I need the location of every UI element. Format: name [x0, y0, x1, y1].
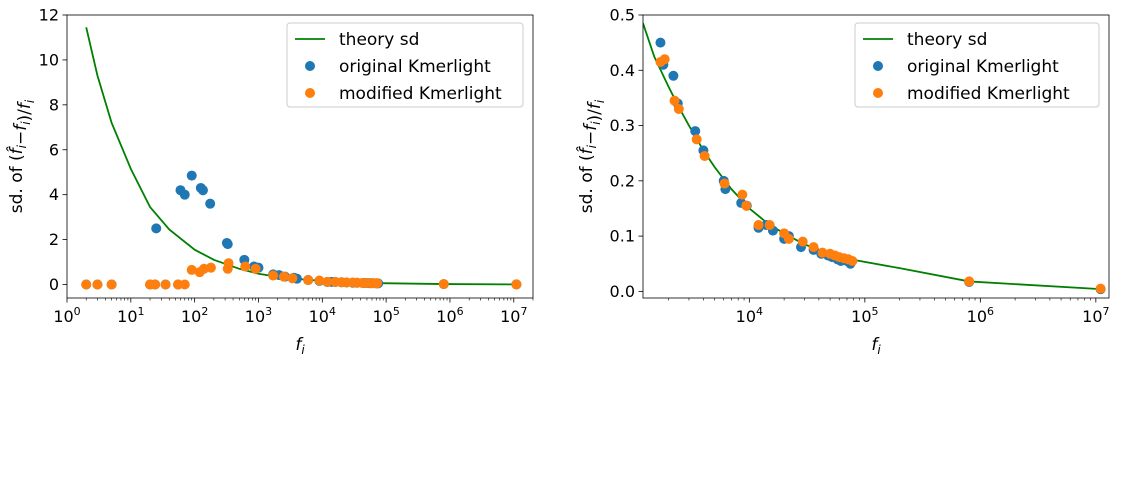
- modified-kmerlight-point: [808, 242, 819, 253]
- modified-kmerlight-point: [287, 273, 298, 284]
- x-tick-label: 106: [967, 305, 994, 326]
- legend-entry-label: original Kmerlight: [339, 57, 491, 77]
- modified-kmerlight-point: [741, 200, 752, 211]
- y-tick-label: 0.5: [610, 6, 635, 25]
- y-tick-label: 2: [49, 230, 59, 249]
- legend-marker-swatch: [873, 88, 883, 98]
- original-kmerlight-point: [186, 170, 197, 181]
- y-tick-label: 0.0: [610, 282, 635, 301]
- modified-kmerlight-point: [511, 279, 522, 290]
- modified-kmerlight-point: [847, 255, 858, 266]
- modified-kmerlight-point: [438, 279, 449, 290]
- left-chart-panel: 100 101 102 103 104 105 106 107 0 2 4 6 8 10 12 theory …: [6, 6, 534, 357]
- x-tick-label: 101: [117, 305, 144, 326]
- y-tick-label: 0.1: [610, 227, 635, 246]
- original-kmerlight-point: [668, 70, 679, 81]
- modified-kmerlight-point: [160, 279, 171, 290]
- x-tick-label: 105: [851, 305, 878, 326]
- y-tick-label: 4: [49, 185, 59, 204]
- original-kmerlight-point: [655, 37, 666, 48]
- modified-kmerlight-point: [250, 263, 261, 274]
- original-kmerlight-point: [205, 198, 216, 209]
- original-kmerlight-point: [197, 185, 208, 196]
- legend-entry-label: theory sd: [907, 30, 987, 50]
- modified-kmerlight-point: [278, 271, 289, 282]
- plot-area: [81, 27, 522, 290]
- modified-kmerlight-point: [150, 279, 161, 290]
- y-tick-label: 10: [39, 50, 59, 69]
- modified-kmerlight-point: [699, 150, 710, 161]
- legend: theory sd original Kmerlight modified Kmer…: [286, 22, 524, 108]
- legend-entry-label: theory sd: [339, 30, 419, 50]
- original-kmerlight-point: [222, 239, 233, 250]
- modified-kmerlight-point: [964, 276, 975, 287]
- modified-kmerlight-point: [817, 247, 828, 258]
- legend-entry-label: modified Kmerlight: [907, 84, 1070, 104]
- modified-kmerlight-point: [268, 270, 279, 281]
- x-tick-label: 107: [1082, 305, 1109, 326]
- modified-kmerlight-point: [303, 275, 314, 286]
- original-kmerlight-point: [179, 189, 190, 200]
- modified-kmerlight-point: [92, 279, 103, 290]
- modified-kmerlight-point: [186, 264, 197, 275]
- legend: theory sd original Kmerlight modified Kmer…: [854, 22, 1100, 108]
- axes-frame: [66, 14, 534, 299]
- original-kmerlight-point: [151, 223, 162, 234]
- modified-kmerlight-point: [669, 95, 680, 106]
- x-tick-label: 102: [181, 305, 208, 326]
- modified-kmerlight-point: [240, 261, 251, 272]
- modified-kmerlight-point: [205, 262, 216, 273]
- modified-kmerlight-point: [719, 178, 730, 189]
- y-axis-label: sd. of (f̂i−fi)/fi: [6, 99, 37, 213]
- modified-kmerlight-point: [737, 189, 748, 200]
- legend-entry-label: original Kmerlight: [907, 57, 1059, 77]
- legend-marker-swatch: [305, 61, 315, 71]
- right-chart-panel: 104 105 106 107 0.0 0.1 0.2 0.3 0.4 0.5 theory sd o…: [576, 6, 1110, 358]
- modified-kmerlight-point: [659, 54, 670, 65]
- x-tick-label: 106: [436, 305, 463, 326]
- y-tick-label: 0: [49, 275, 59, 294]
- modified-kmerlight-point: [753, 220, 764, 231]
- x-tick-label: 107: [500, 305, 527, 326]
- modified-kmerlight-point: [797, 236, 808, 247]
- x-tick-label: 100: [53, 305, 80, 326]
- legend-entry-label: modified Kmerlight: [339, 84, 502, 104]
- x-tick-label: 104: [736, 305, 763, 326]
- axes-frame: [642, 14, 1110, 299]
- modified-kmerlight-point: [691, 134, 702, 145]
- y-tick-label: 0.3: [610, 116, 635, 135]
- modified-kmerlight-point: [764, 220, 775, 231]
- y-tick-label: 12: [39, 6, 59, 25]
- x-tick-label: 104: [309, 305, 336, 326]
- modified-kmerlight-point: [783, 233, 794, 244]
- x-axis-label: fi: [871, 335, 881, 357]
- modified-kmerlight-point: [322, 276, 333, 287]
- modified-kmerlight-point: [1095, 283, 1106, 294]
- x-tick-label: 105: [372, 305, 399, 326]
- y-tick-label: 0.4: [610, 61, 635, 80]
- modified-kmerlight-point: [81, 279, 92, 290]
- modified-kmerlight-point: [673, 103, 684, 114]
- x-axis-label: fi: [295, 335, 305, 357]
- modified-kmerlight-point: [372, 278, 383, 289]
- y-axis-label: sd. of (f̂i−fi)/fi: [576, 99, 607, 213]
- plot-area: [643, 23, 1106, 295]
- modified-kmerlight-point: [106, 279, 117, 290]
- x-tick-label: 103: [245, 305, 272, 326]
- modified-kmerlight-point: [223, 258, 234, 269]
- legend-marker-swatch: [873, 61, 883, 71]
- y-tick-label: 8: [49, 95, 59, 114]
- y-tick-label: 6: [49, 140, 59, 159]
- original-kmerlight-point: [690, 126, 701, 137]
- y-tick-label: 0.2: [610, 171, 635, 190]
- modified-kmerlight-point: [314, 275, 325, 286]
- modified-kmerlight-point: [179, 279, 190, 290]
- legend-marker-swatch: [305, 88, 315, 98]
